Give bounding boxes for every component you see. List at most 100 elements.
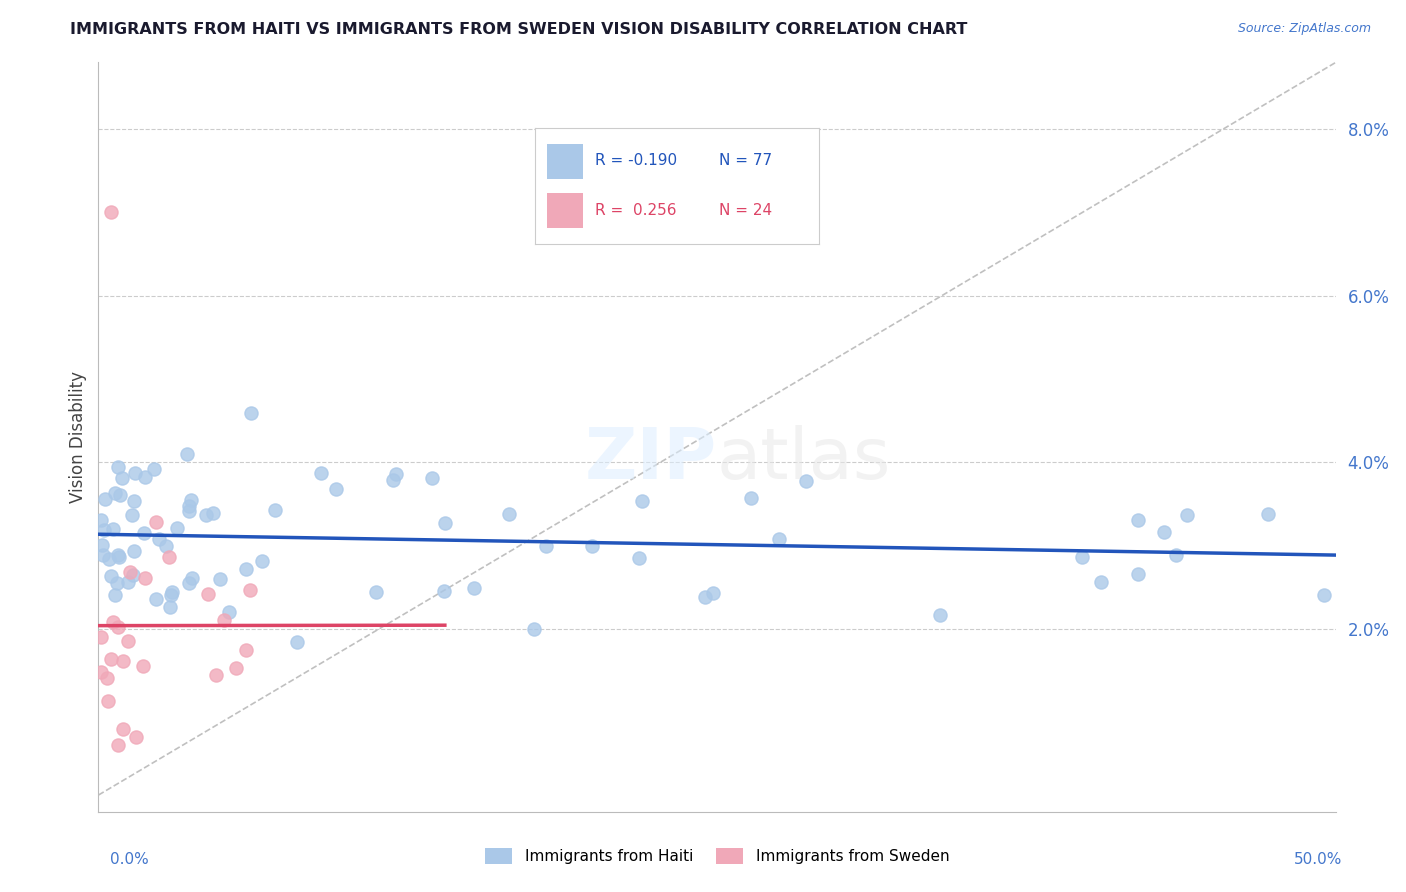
Point bbox=[103, 522, 125, 536]
Text: IMMIGRANTS FROM HAITI VS IMMIGRANTS FROM SWEDEN VISION DISABILITY CORRELATION CH: IMMIGRANTS FROM HAITI VS IMMIGRANTS FROM… bbox=[70, 22, 967, 37]
Text: atlas: atlas bbox=[717, 425, 891, 494]
Point bbox=[121, 568, 143, 582]
Point bbox=[107, 549, 129, 564]
Point bbox=[181, 571, 204, 585]
Point bbox=[235, 643, 257, 657]
Point bbox=[1070, 549, 1092, 564]
Point bbox=[110, 488, 132, 502]
Point bbox=[124, 730, 146, 744]
Point bbox=[121, 508, 143, 522]
Point bbox=[264, 502, 287, 516]
Point bbox=[107, 738, 129, 752]
Point bbox=[197, 587, 219, 601]
Text: R =  0.256: R = 0.256 bbox=[595, 203, 676, 218]
Point bbox=[104, 486, 127, 500]
Point bbox=[100, 205, 122, 219]
Point bbox=[1257, 508, 1279, 522]
Point bbox=[179, 504, 201, 518]
Point bbox=[364, 585, 387, 599]
Point bbox=[381, 473, 404, 487]
Point bbox=[124, 543, 146, 558]
Point bbox=[1313, 588, 1336, 602]
Point bbox=[97, 694, 120, 708]
Point bbox=[1177, 508, 1199, 523]
Point bbox=[201, 506, 224, 520]
Point bbox=[100, 652, 122, 666]
Point bbox=[90, 665, 112, 679]
Text: N = 24: N = 24 bbox=[720, 203, 773, 218]
Legend: Immigrants from Haiti, Immigrants from Sweden: Immigrants from Haiti, Immigrants from S… bbox=[477, 840, 957, 871]
Point bbox=[124, 466, 146, 480]
Text: R = -0.190: R = -0.190 bbox=[595, 153, 676, 169]
Text: 0.0%: 0.0% bbox=[110, 852, 149, 867]
Point bbox=[97, 551, 120, 566]
Y-axis label: Vision Disability: Vision Disability bbox=[69, 371, 87, 503]
Point bbox=[117, 574, 139, 589]
Point bbox=[93, 523, 115, 537]
Point bbox=[176, 446, 198, 460]
Point bbox=[148, 532, 170, 546]
Point bbox=[155, 540, 177, 554]
Point bbox=[90, 538, 112, 552]
Text: ZIP: ZIP bbox=[585, 425, 717, 494]
Point bbox=[101, 615, 124, 629]
Point bbox=[100, 569, 122, 583]
Point bbox=[111, 471, 134, 485]
Point bbox=[180, 493, 202, 508]
Point bbox=[105, 576, 128, 591]
Point bbox=[498, 508, 520, 522]
Point bbox=[581, 540, 603, 554]
Point bbox=[218, 605, 240, 619]
Point bbox=[94, 491, 117, 506]
Point bbox=[630, 494, 652, 508]
Point bbox=[124, 494, 146, 508]
Point bbox=[702, 585, 724, 599]
Point bbox=[90, 630, 112, 644]
Point bbox=[204, 668, 226, 682]
Point bbox=[104, 588, 127, 602]
Point bbox=[134, 470, 156, 484]
Point bbox=[159, 599, 181, 614]
Point bbox=[1090, 574, 1112, 589]
Point bbox=[523, 623, 546, 637]
Point bbox=[250, 554, 273, 568]
Point bbox=[145, 515, 167, 529]
Point bbox=[107, 620, 129, 634]
Point bbox=[112, 654, 135, 668]
Text: 50.0%: 50.0% bbox=[1295, 852, 1343, 867]
Point bbox=[1126, 567, 1149, 582]
Point bbox=[96, 671, 118, 685]
Point bbox=[628, 551, 651, 566]
Point bbox=[91, 549, 114, 563]
Point bbox=[157, 549, 180, 564]
Bar bbox=[547, 193, 583, 228]
Point bbox=[143, 461, 166, 475]
Point bbox=[224, 661, 246, 675]
Point bbox=[145, 591, 167, 606]
Point bbox=[132, 525, 155, 540]
Point bbox=[166, 521, 188, 535]
Point bbox=[118, 565, 141, 579]
Point bbox=[693, 590, 716, 604]
Point bbox=[325, 483, 347, 497]
Point bbox=[463, 581, 485, 595]
Point bbox=[160, 585, 183, 599]
Point bbox=[536, 540, 558, 554]
Point bbox=[194, 508, 217, 523]
Point bbox=[420, 470, 443, 484]
Point bbox=[90, 513, 112, 527]
Point bbox=[132, 658, 155, 673]
Bar bbox=[547, 144, 583, 179]
Point bbox=[235, 562, 257, 576]
Text: Source: ZipAtlas.com: Source: ZipAtlas.com bbox=[1237, 22, 1371, 36]
Point bbox=[1164, 548, 1187, 562]
Point bbox=[209, 573, 232, 587]
Point bbox=[107, 460, 129, 475]
Point bbox=[928, 608, 950, 623]
Point bbox=[117, 633, 139, 648]
Point bbox=[433, 584, 456, 599]
Point bbox=[794, 474, 817, 488]
Point bbox=[239, 406, 262, 420]
Point bbox=[107, 548, 129, 562]
Point bbox=[112, 722, 135, 736]
